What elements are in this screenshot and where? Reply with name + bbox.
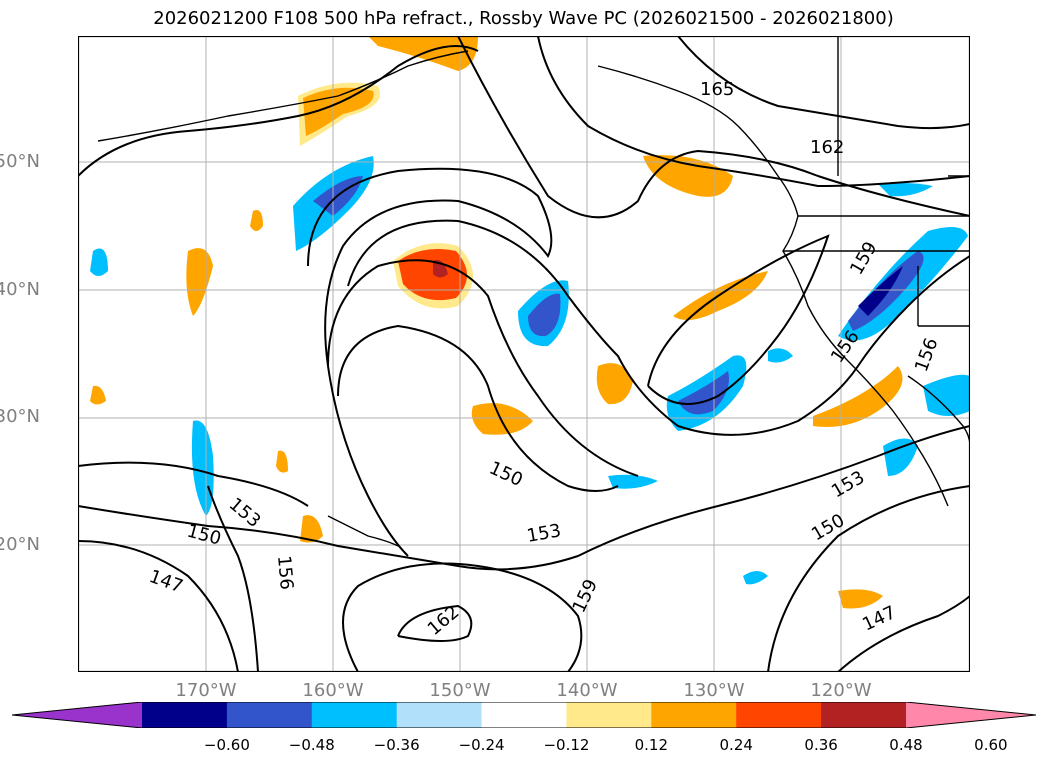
colorbar-tick-label: −0.12 xyxy=(543,736,590,754)
lat-tick-label: 20°N xyxy=(0,534,40,555)
colorbar-tick-label: 0.12 xyxy=(634,736,669,754)
contour-line xyxy=(78,540,239,672)
positive-anomaly-patch xyxy=(471,403,533,435)
lat-tick-label: 40°N xyxy=(0,279,40,300)
contour-line xyxy=(337,324,619,492)
positive-anomaly-patch xyxy=(300,515,323,543)
colorbar-segment xyxy=(651,702,737,728)
contour-line xyxy=(78,45,479,177)
negative-anomaly-patch xyxy=(923,374,970,416)
lon-tick-label: 170°W xyxy=(175,680,237,701)
negative-anomaly-patch xyxy=(90,248,108,276)
negative-anomaly-patch xyxy=(883,438,918,476)
positive-anomaly-patch xyxy=(596,363,633,405)
colorbar-segment xyxy=(736,702,822,728)
positive-anomaly-patch xyxy=(276,450,288,473)
colorbar-segment xyxy=(396,702,483,728)
colorbar-segment xyxy=(226,702,313,728)
negative-anomaly-patch xyxy=(743,571,768,585)
contour-line xyxy=(537,36,970,188)
positive-anomaly-patch xyxy=(813,366,903,427)
lon-tick-label: 140°W xyxy=(556,680,618,701)
map-panel: 165 162 159 156 156 156 153 153 153 150 … xyxy=(78,36,970,672)
colorbar-segment xyxy=(821,702,907,728)
coastlines xyxy=(97,36,970,547)
contour-line xyxy=(457,36,970,219)
contour-line xyxy=(647,234,830,405)
colorbar-segment xyxy=(142,702,228,728)
graticule xyxy=(78,36,970,672)
positive-anomaly-patch xyxy=(250,210,263,231)
colorbar-tick-label: −0.60 xyxy=(203,736,250,754)
anomaly-shading xyxy=(90,36,970,609)
contour-line xyxy=(78,461,309,507)
strong-positive-anomaly xyxy=(433,259,448,278)
colorbar-tick-label: 0.60 xyxy=(974,736,1008,754)
negative-anomaly-patch xyxy=(191,420,214,516)
lon-tick-label: 150°W xyxy=(429,680,491,701)
contour-line xyxy=(837,595,970,672)
contour-line xyxy=(307,167,553,557)
lon-tick-label: 160°W xyxy=(302,680,364,701)
contour-line xyxy=(397,604,473,642)
contour-line xyxy=(342,562,583,672)
colorbar-segment xyxy=(481,702,567,728)
colorbar-tick-label: −0.24 xyxy=(458,736,505,754)
lat-tick-label: 30°N xyxy=(0,406,40,427)
contour-line xyxy=(767,485,970,672)
contour-line xyxy=(327,259,639,477)
colorbar-tick-label: −0.48 xyxy=(288,736,335,754)
negative-anomaly-patch xyxy=(858,266,903,316)
contour-line xyxy=(677,36,970,130)
contour-label: 162 xyxy=(810,137,844,158)
map-title: 2026021200 F108 500 hPa refract., Rossby… xyxy=(153,8,894,29)
positive-anomaly-patch xyxy=(838,589,883,609)
colorbar-tick-label: 0.48 xyxy=(889,736,923,754)
colorbar-tick-label: −0.36 xyxy=(373,736,420,754)
negative-anomaly-patch xyxy=(528,293,561,337)
colorbar-tick-label: 0.24 xyxy=(719,736,753,754)
negative-anomaly-patch xyxy=(608,474,658,489)
colorbar-segment xyxy=(566,702,652,728)
colorbar xyxy=(12,702,1036,728)
contour-line xyxy=(207,485,259,672)
lon-tick-label: 120°W xyxy=(810,680,872,701)
negative-anomaly-patch xyxy=(768,348,793,363)
colorbar-tick-label: 0.36 xyxy=(804,736,838,754)
strong-positive-anomaly xyxy=(398,248,467,301)
contours xyxy=(78,36,970,672)
contour-label: 156 xyxy=(273,555,297,591)
positive-anomaly-patch xyxy=(643,155,733,197)
contour-label: 165 xyxy=(700,79,734,100)
colorbar-segment xyxy=(311,702,398,728)
colorbar-extend-low xyxy=(12,702,142,728)
positive-anomaly-patch xyxy=(90,385,106,405)
contour-line xyxy=(347,219,970,436)
negative-anomaly-patch xyxy=(878,182,933,197)
colorbar-extend-high xyxy=(906,702,1036,728)
lon-tick-label: 130°W xyxy=(683,680,745,701)
lat-tick-label: 50°N xyxy=(0,151,40,172)
